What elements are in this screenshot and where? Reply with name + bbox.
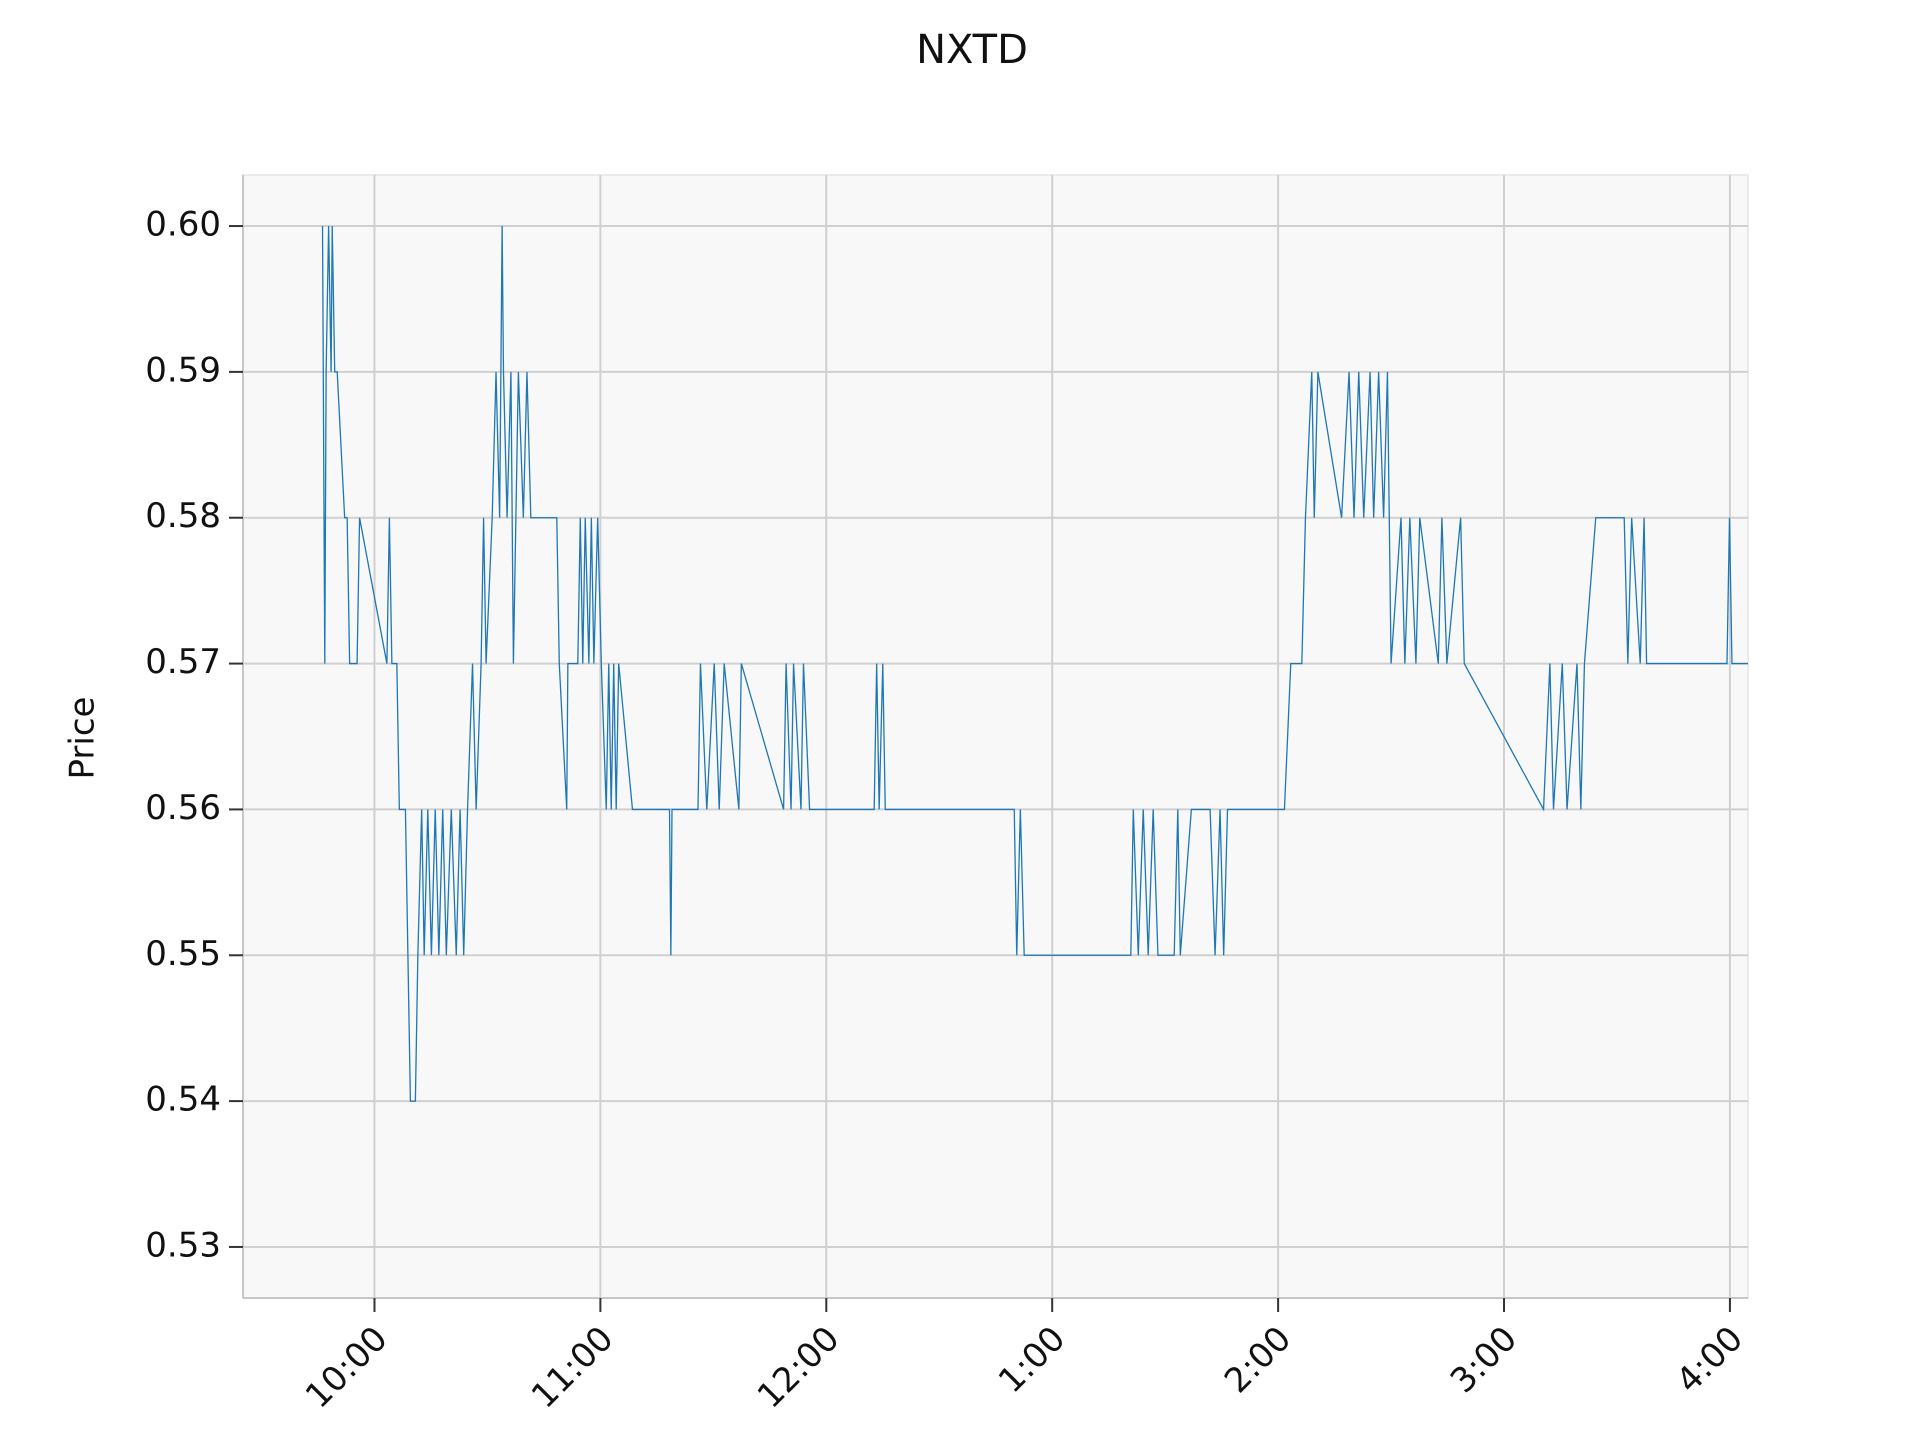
y-tick-label: 0.58 (145, 496, 221, 536)
y-tick-label: 0.54 (145, 1080, 221, 1120)
price-line (321, 226, 1748, 1102)
y-axis-label: Price (63, 697, 103, 780)
x-tick-label: 3:00 (1443, 1319, 1525, 1401)
y-tick-label: 0.59 (145, 350, 221, 390)
y-tick-label: 0.60 (145, 205, 221, 245)
y-tick-label: 0.57 (145, 642, 221, 682)
chart-title: NXTD (916, 27, 1028, 73)
plot-background (242, 174, 1749, 1299)
x-tick-label: 11:00 (524, 1319, 622, 1417)
y-tick-label: 0.53 (145, 1225, 221, 1265)
x-tick-label: 4:00 (1669, 1319, 1751, 1401)
y-tick-label: 0.55 (145, 934, 221, 974)
x-tick-label: 12:00 (750, 1319, 848, 1417)
x-tick-label: 10:00 (298, 1319, 396, 1417)
y-tick-label: 0.56 (145, 788, 221, 828)
x-tick-label: 1:00 (991, 1319, 1073, 1401)
x-tick-label: 2:00 (1217, 1319, 1299, 1401)
